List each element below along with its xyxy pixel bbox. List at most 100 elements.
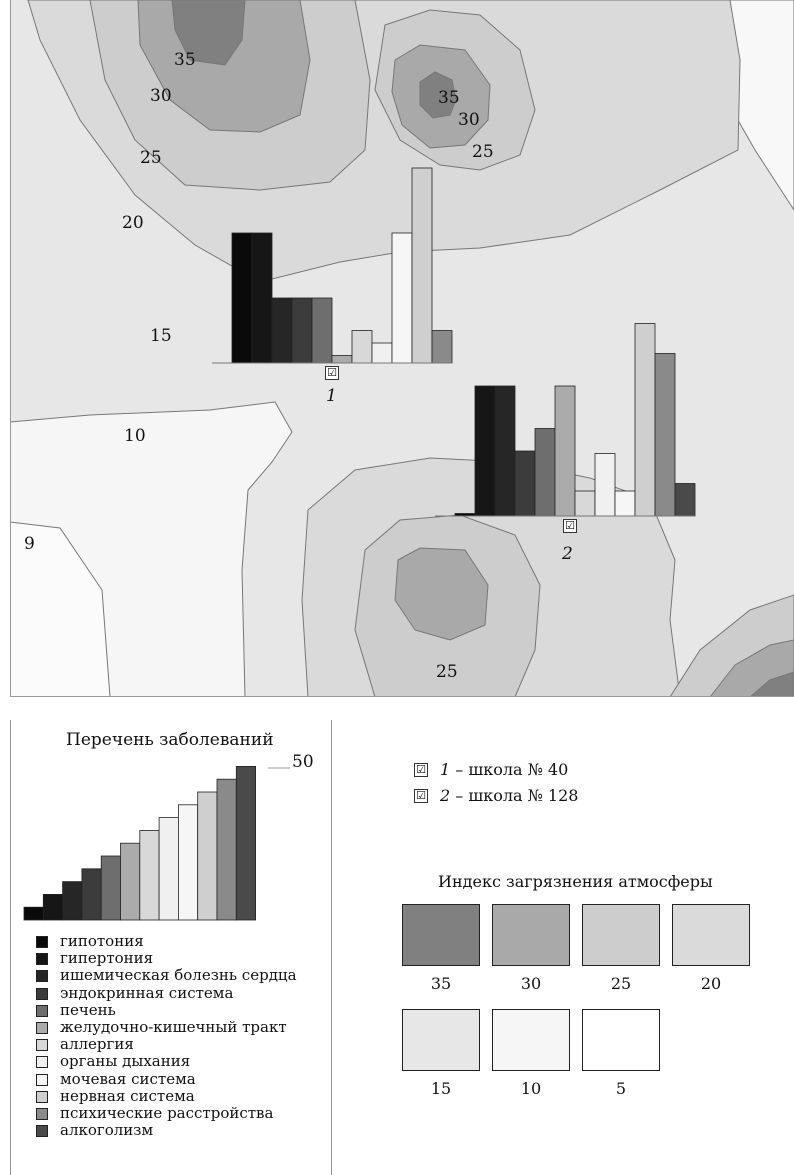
pollution-index-title: Индекс загрязнения атмосферы bbox=[438, 872, 713, 891]
disease-label: мочевая система bbox=[60, 1069, 196, 1088]
disease-list-item: органы дыхания bbox=[36, 1053, 297, 1070]
zone-35-nw bbox=[171, 0, 246, 66]
disease-label: желудочно-кишечный тракт bbox=[60, 1017, 287, 1036]
disease-legend-title: Перечень заболеваний bbox=[66, 730, 274, 750]
disease-label: гипертония bbox=[60, 949, 154, 968]
contour-label: 30 bbox=[458, 110, 480, 130]
disease-swatch bbox=[36, 1004, 48, 1017]
disease-swatch bbox=[36, 1125, 48, 1138]
disease-list-item: гипертония bbox=[36, 950, 297, 967]
pollution-index-swatch bbox=[672, 904, 750, 966]
disease-list-item: алкоголизм bbox=[36, 1121, 297, 1139]
contour-label: 15 bbox=[150, 326, 172, 346]
contour-label: 10 bbox=[124, 426, 146, 446]
schools-legend: ☑ 1 – школа № 40 ☑ 2 – школа № 128 bbox=[414, 760, 578, 812]
disease-bar bbox=[634, 323, 656, 517]
disease-swatch bbox=[36, 953, 48, 966]
staircase-step bbox=[120, 842, 141, 921]
disease-bar bbox=[411, 167, 433, 364]
zone-30-se bbox=[749, 671, 794, 697]
school-1-label: 1 bbox=[326, 386, 337, 406]
disease-legend-panel bbox=[10, 720, 332, 1175]
disease-list-item: нервная система bbox=[36, 1086, 297, 1105]
pollution-index-label: 15 bbox=[430, 1079, 452, 1098]
disease-label: нервная система bbox=[60, 1086, 195, 1105]
disease-list-item: печень bbox=[36, 1000, 297, 1019]
disease-bar bbox=[231, 232, 253, 364]
disease-bar bbox=[674, 483, 696, 517]
disease-bar bbox=[594, 453, 616, 517]
disease-list-item: психические расстройства bbox=[36, 1103, 297, 1122]
school-2-marker-icon: ☑ bbox=[563, 519, 577, 533]
disease-swatch bbox=[36, 936, 48, 948]
disease-bar bbox=[271, 297, 293, 364]
staircase-step bbox=[158, 817, 179, 921]
disease-list-item: желудочно-кишечный тракт bbox=[36, 1017, 297, 1036]
disease-swatch bbox=[36, 1090, 48, 1103]
staircase-step bbox=[235, 766, 257, 921]
checkbox-icon: ☑ bbox=[414, 789, 428, 803]
disease-bar bbox=[574, 490, 596, 517]
staircase-step bbox=[216, 778, 237, 921]
contour-label: 35 bbox=[438, 88, 460, 108]
disease-bar bbox=[614, 490, 636, 517]
pollution-index-label: 20 bbox=[700, 974, 722, 993]
disease-list-item: гипотония bbox=[36, 932, 297, 950]
disease-swatch bbox=[36, 1039, 48, 1052]
disease-label: печень bbox=[60, 1000, 116, 1019]
school-legend-name: – школа № 40 bbox=[455, 760, 569, 779]
school-2-label: 2 bbox=[562, 544, 573, 564]
disease-list-item: аллергия bbox=[36, 1036, 297, 1053]
school-legend-number: 1 bbox=[440, 760, 451, 779]
disease-label: ишемическая болезнь сердца bbox=[60, 966, 297, 985]
disease-list-item: ишемическая болезнь сердца bbox=[36, 967, 297, 984]
disease-bar bbox=[351, 330, 373, 364]
school-legend-row: ☑ 2 – школа № 128 bbox=[414, 786, 578, 812]
zone-30-south bbox=[394, 547, 489, 641]
disease-swatch bbox=[36, 1073, 48, 1086]
disease-scale-staircase bbox=[23, 766, 290, 921]
disease-swatch bbox=[36, 1107, 48, 1120]
school-legend-name: – школа № 128 bbox=[455, 786, 579, 805]
staircase-step bbox=[197, 791, 218, 921]
disease-bar bbox=[291, 297, 313, 364]
school-1-bars bbox=[212, 167, 453, 364]
disease-label: гипотония bbox=[60, 932, 144, 950]
staircase-step bbox=[62, 881, 83, 921]
staircase-step bbox=[42, 893, 63, 921]
pollution-index-label: 5 bbox=[615, 1079, 627, 1098]
school-legend-number: 2 bbox=[440, 786, 451, 805]
disease-bar bbox=[431, 330, 453, 364]
disease-list-item: мочевая система bbox=[36, 1069, 297, 1088]
disease-bar bbox=[331, 355, 353, 364]
pollution-index-swatch bbox=[402, 1009, 480, 1071]
disease-swatch bbox=[36, 987, 48, 1000]
school-2-bars bbox=[435, 323, 696, 517]
contour-label: 35 bbox=[174, 50, 196, 70]
disease-bar bbox=[494, 385, 516, 517]
zone-9 bbox=[10, 521, 111, 697]
disease-label: эндокринная система bbox=[60, 983, 234, 1002]
checkbox-icon: ☑ bbox=[414, 763, 428, 777]
staircase-step bbox=[23, 906, 44, 921]
pollution-index-swatch bbox=[402, 904, 480, 966]
staircase-step bbox=[139, 830, 160, 921]
contour-label: 25 bbox=[140, 148, 162, 168]
disease-label: органы дыхания bbox=[60, 1052, 191, 1071]
staircase-step bbox=[81, 868, 102, 921]
staircase-step bbox=[177, 804, 199, 921]
disease-bar bbox=[251, 232, 273, 364]
contour-label: 9 bbox=[24, 534, 35, 554]
pollution-index-label: 35 bbox=[430, 974, 452, 993]
disease-bar bbox=[554, 385, 576, 517]
disease-bar bbox=[654, 353, 676, 517]
pollution-contour-map bbox=[10, 0, 794, 697]
pollution-index-label: 30 bbox=[520, 974, 542, 993]
disease-swatch bbox=[36, 1021, 48, 1034]
disease-bar bbox=[514, 450, 536, 517]
pollution-index-swatch bbox=[492, 904, 570, 966]
contour-label: 20 bbox=[122, 213, 144, 233]
disease-swatch bbox=[36, 1056, 48, 1069]
disease-label: психические расстройства bbox=[60, 1103, 274, 1122]
zone-35-ne bbox=[419, 71, 457, 119]
